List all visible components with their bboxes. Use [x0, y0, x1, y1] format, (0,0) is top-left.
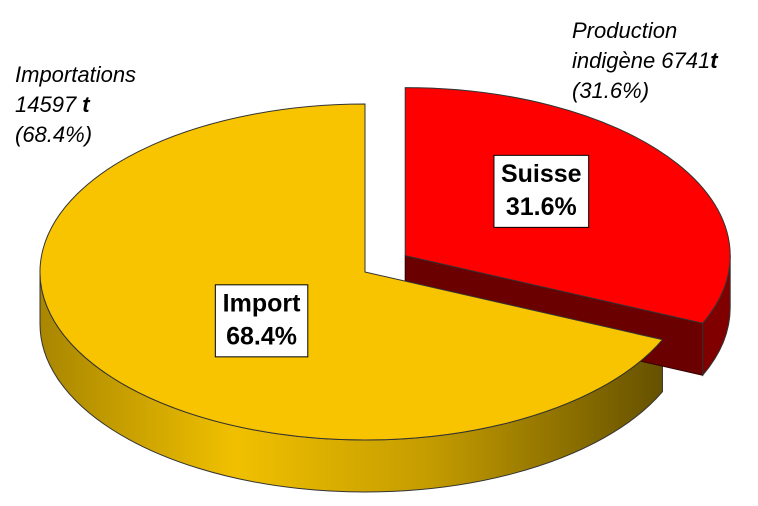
annotation-part: (68.4%) [15, 122, 92, 147]
annotation-part: 14597 [15, 92, 82, 117]
label-box [493, 154, 590, 228]
category-label: Import [223, 289, 301, 317]
annotation: (31.6%) [572, 78, 649, 103]
value-label: 68.4% [226, 322, 297, 350]
annotation-part: t [82, 92, 91, 117]
annotation-part: t [710, 48, 719, 73]
annotation: 14597 t [15, 92, 91, 117]
annotation: Importations [15, 62, 136, 87]
annotation-part: Importations [15, 62, 136, 87]
category-label: Suisse [501, 160, 582, 188]
label-box [214, 284, 309, 358]
slice-label: Suisse 31.6% [493, 154, 590, 228]
annotation: indigène 6741t [572, 48, 719, 73]
annotation-part: Production [572, 18, 677, 43]
annotation: (68.4%) [15, 122, 92, 147]
slice-label: Import 68.4% [214, 284, 309, 358]
annotation-part: (31.6%) [572, 78, 649, 103]
slice [39, 103, 664, 441]
annotation: Production [572, 18, 677, 43]
annotation-part: indigène 6741 [572, 48, 710, 73]
value-label: 31.6% [506, 193, 577, 221]
